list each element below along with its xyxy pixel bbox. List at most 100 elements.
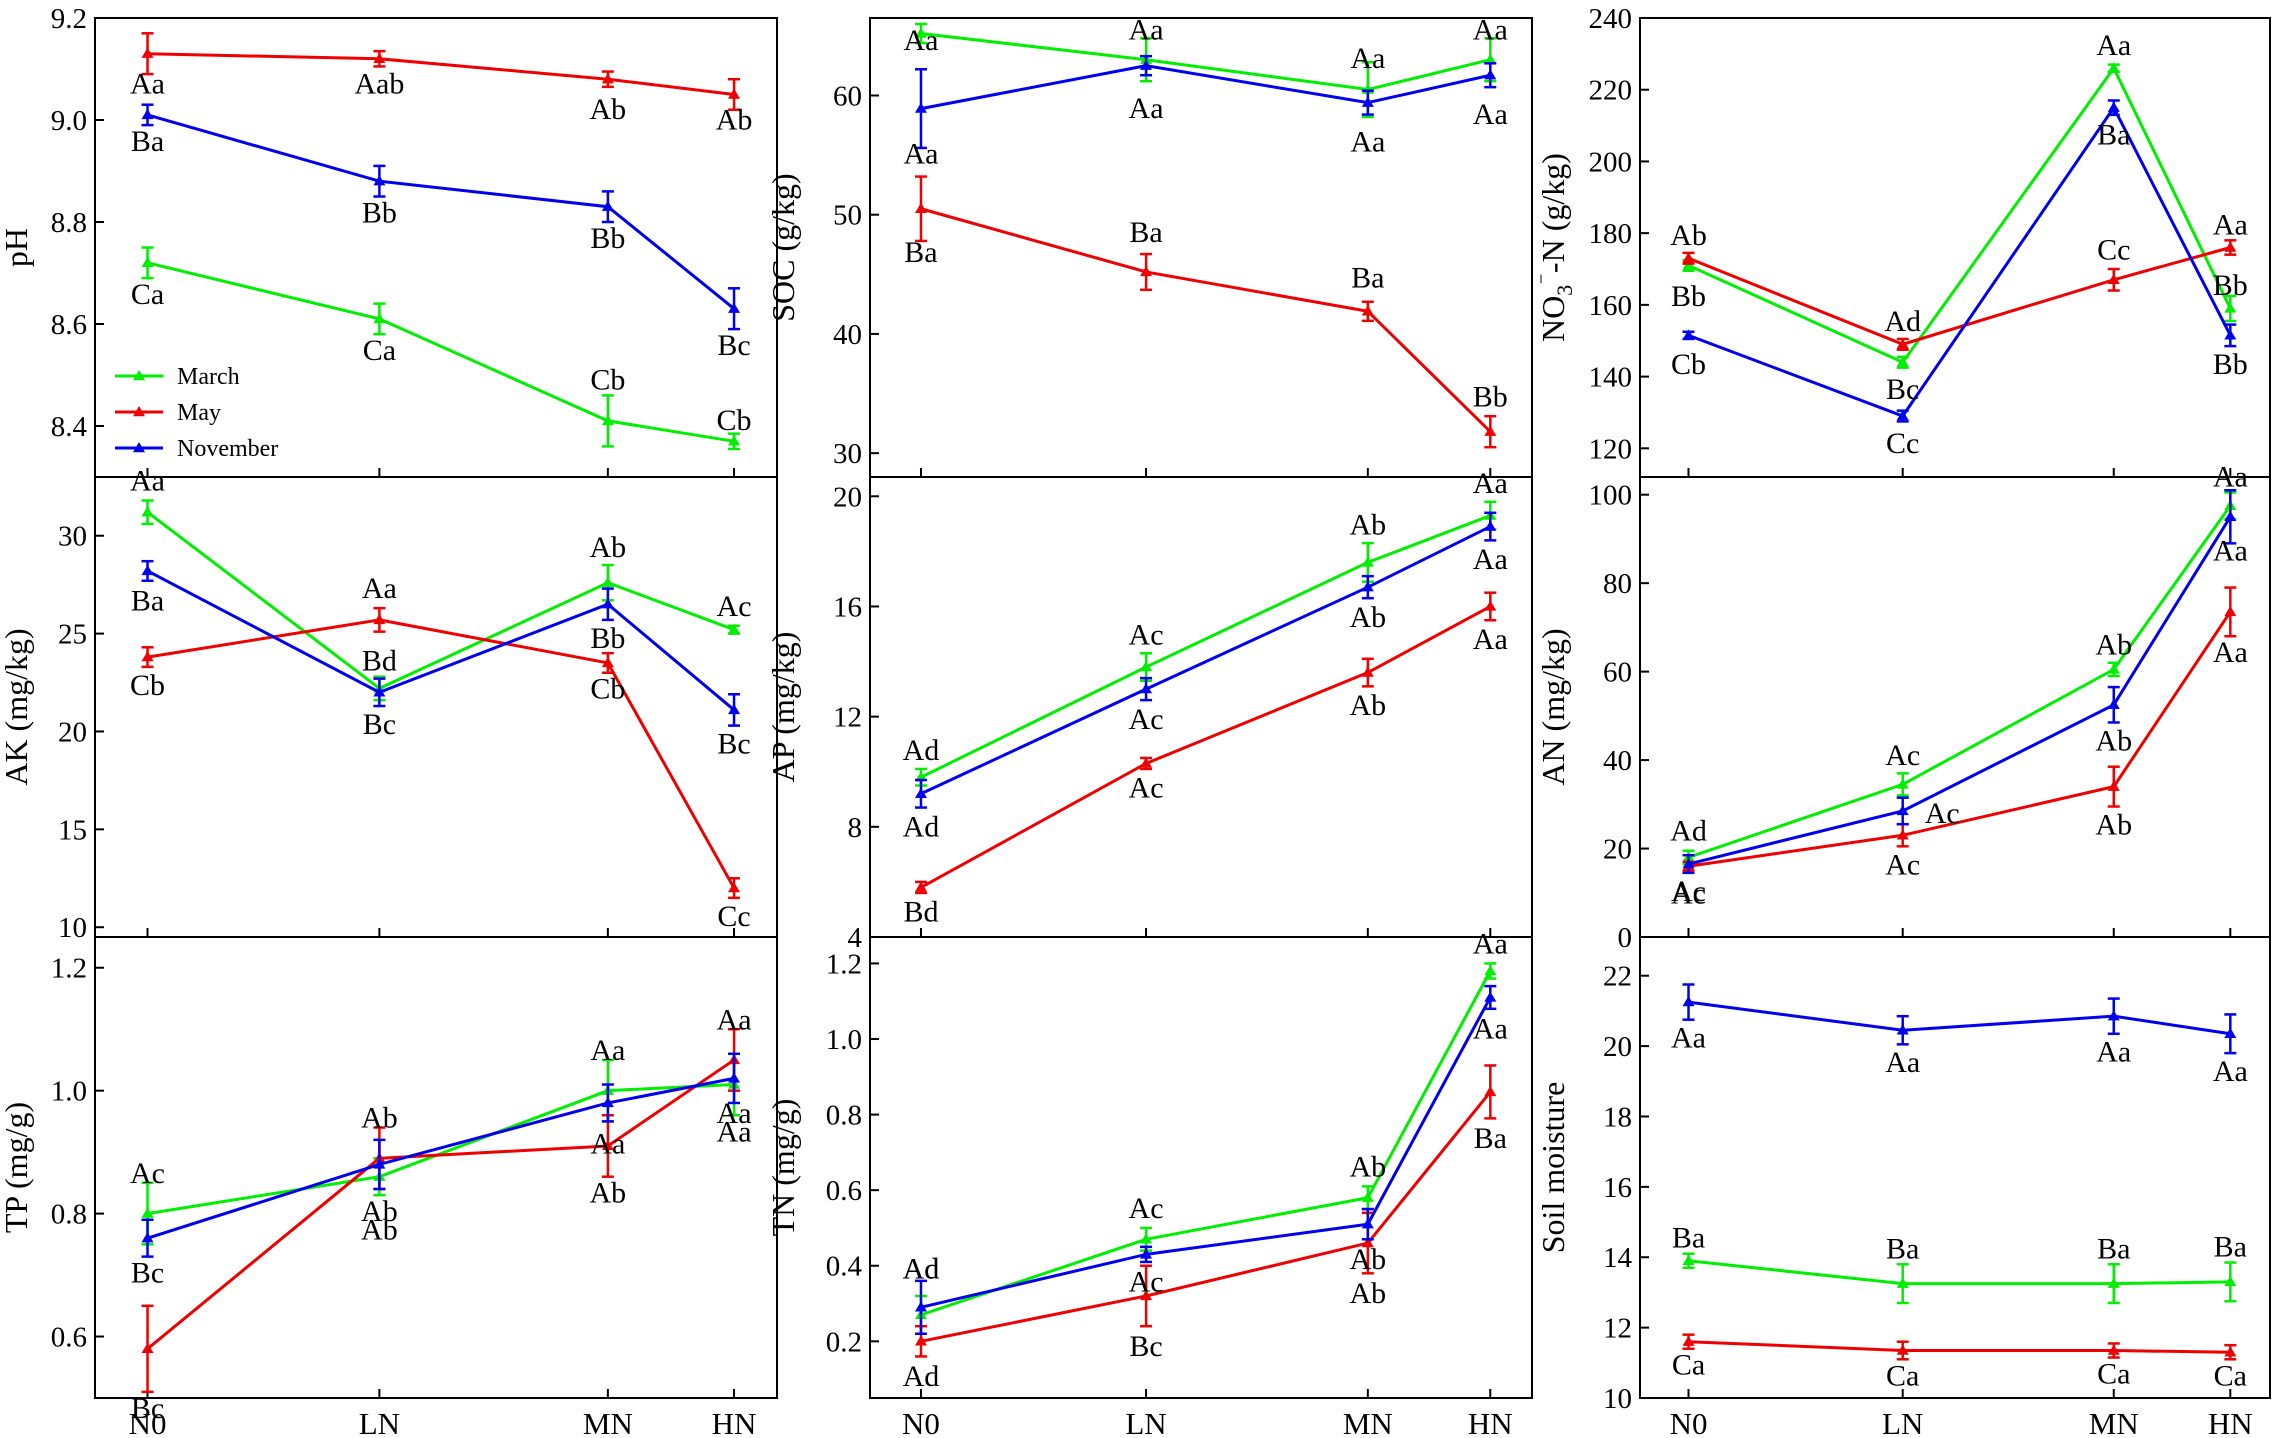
no3-may-line: [1687, 246, 2231, 346]
ak-march-line: [146, 511, 735, 691]
ph-significance-label: Ca: [363, 334, 396, 367]
ap-significance-label: Aa: [1473, 467, 1508, 500]
an-ytick-label: 80: [1603, 568, 1632, 600]
tn-march-point: [1361, 1191, 1374, 1202]
ph-significance-label: Cb: [590, 363, 625, 396]
tn-significance-label: Ab: [1349, 1151, 1386, 1184]
tn-significance-label: Ba: [1474, 1122, 1507, 1155]
soc-november-line: [920, 64, 1491, 111]
ak-significance-label: Bc: [717, 728, 750, 761]
no3-significance-label: Aa: [2213, 208, 2248, 241]
no3-may-point: [1896, 338, 1909, 349]
ph-significance-label: Aa: [130, 68, 165, 101]
no3-may-point: [2224, 241, 2237, 252]
sm-xtick-label: MN: [2089, 1406, 2139, 1438]
tp-plot-frame: [94, 936, 778, 1399]
ak-may-point: [141, 651, 154, 662]
tn-significance-label: Ad: [903, 1253, 940, 1286]
ph-ytick-label: 9.0: [51, 105, 87, 137]
ph-may-point: [728, 88, 741, 99]
no3-series-march: [1682, 62, 2237, 369]
ak-significance-label: Ac: [717, 590, 752, 623]
no3-march-line: [1687, 65, 2232, 365]
ap-ytick-label: 4: [848, 922, 863, 954]
ap-ytick-label: 16: [833, 591, 862, 623]
tn-november-line: [920, 996, 1492, 1309]
ak-significance-label: Aa: [362, 572, 397, 605]
soc-may-point: [1140, 265, 1153, 277]
ap-significance-label: Bd: [903, 896, 938, 929]
ap-november-line: [920, 525, 1491, 796]
sm-ytick-label: 22: [1603, 961, 1632, 993]
legend-march-label: March: [177, 364, 240, 390]
no3-ytick-label: 140: [1589, 362, 1633, 394]
ph-march-line: [147, 261, 735, 443]
sm-may-point: [1682, 1335, 1695, 1346]
ph-march-point: [601, 414, 614, 426]
tp-may-point: [141, 1342, 154, 1354]
tn-significance-label: Ac: [1129, 1266, 1164, 1299]
tp-significance-label: Bc: [131, 1257, 164, 1290]
panel-ph: 8.4 8.6 8.8 9.0 9.2 pH Aa Aab Ab Ab Ba Bb Bb Bc Ca Ca Cb…: [0, 3, 778, 478]
sm-significance-label: Ca: [1886, 1359, 1919, 1392]
soc-ytick-label: 50: [833, 200, 862, 232]
tn-march-line: [920, 970, 1492, 1317]
tp-significance-label: Aa: [590, 1128, 625, 1161]
no3-may-point: [2107, 273, 2120, 284]
no3-november-point: [1682, 329, 1695, 340]
ap-may-point: [914, 881, 927, 892]
sm-march-point: [2107, 1277, 2120, 1288]
ak-significance-label: Cb: [590, 673, 625, 706]
an-november-point: [1682, 858, 1695, 869]
ak-significance-label: Ab: [590, 531, 627, 564]
soc-november-point: [1140, 59, 1153, 70]
soc-significance-label: Ba: [1351, 261, 1384, 294]
sm-november-point: [1682, 996, 1695, 1007]
sm-significance-label: Aa: [1671, 1021, 1706, 1054]
tp-xtick-label: HN: [712, 1406, 757, 1438]
ph-march-point: [373, 312, 386, 324]
sm-y-axis-label: Soil moisture: [1535, 1082, 1571, 1254]
sm-significance-label: Ba: [2214, 1231, 2247, 1264]
no3-significance-label: Aa: [2096, 29, 2131, 62]
ph-november-point: [141, 108, 154, 120]
ap-significance-label: Ac: [1129, 772, 1164, 805]
an-november-point: [2107, 698, 2120, 709]
tn-significance-label: Ab: [1349, 1277, 1386, 1310]
ak-y-axis-label: AK (mg/kg): [0, 628, 34, 785]
no3-november-line: [1687, 104, 2232, 418]
soc-march-point: [1484, 53, 1497, 64]
tn-ytick-label: 1.0: [826, 1024, 862, 1056]
sm-ytick-label: 16: [1603, 1172, 1632, 1204]
an-significance-label: Ab: [2095, 725, 2132, 758]
sm-xtick-label: N0: [1670, 1406, 1708, 1438]
an-significance-label: Ac: [1925, 797, 1960, 830]
ak-significance-label: Cb: [130, 669, 165, 702]
ak-ytick-label: 25: [58, 619, 87, 651]
no3-significance-label: Bb: [2213, 348, 2248, 381]
ak-series-november: [141, 559, 741, 727]
tn-ytick-label: 0.4: [826, 1251, 863, 1283]
an-y-axis-label: AN (mg/kg): [1535, 628, 1571, 785]
no3-november-point: [2107, 101, 2120, 112]
soc-significance-label: Aa: [1129, 92, 1164, 125]
tp-may-line: [146, 1058, 735, 1350]
soc-significance-label: Aa: [1473, 13, 1508, 46]
soc-may-point: [914, 202, 927, 213]
ph-series-november: [141, 103, 741, 331]
ap-significance-label: Aa: [1473, 623, 1508, 656]
no3-series-may: [1682, 239, 2237, 351]
no3-significance-label: Cc: [2097, 233, 2130, 266]
no3-significance-label: Bb: [2213, 269, 2248, 302]
tp-y-axis-label: TP (mg/g): [0, 1102, 34, 1233]
soc-ytick-label: 60: [833, 80, 862, 112]
ph-march-point: [141, 256, 154, 267]
no3-significance-label: Ad: [1884, 305, 1921, 338]
an-may-point: [2107, 780, 2120, 791]
tn-plot-frame: [869, 936, 1533, 1399]
ap-series-march: [914, 500, 1497, 787]
sm-march-point: [1896, 1277, 1909, 1288]
tp-significance-label: Ab: [361, 1195, 398, 1228]
ph-significance-label: Bb: [590, 222, 625, 255]
ph-november-point: [728, 302, 741, 313]
